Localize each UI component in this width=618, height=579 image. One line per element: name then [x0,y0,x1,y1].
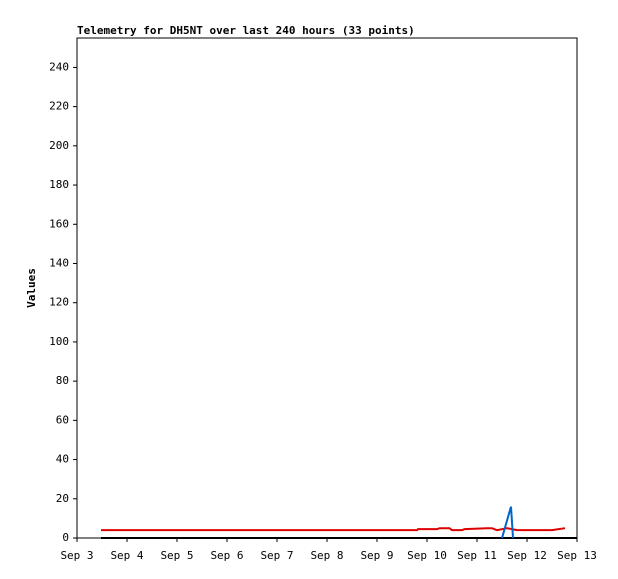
y-tick-label: 100 [49,335,69,348]
y-tick-label: 180 [49,178,69,191]
x-tick-label: Sep 12 [507,549,547,562]
plot-frame [76,37,578,539]
x-tick-label: Sep 13 [557,549,597,562]
y-tick-label: 200 [49,139,69,152]
x-tick-label: Sep 6 [210,549,243,562]
x-tick-label: Sep 11 [457,549,497,562]
series-line [101,527,566,532]
y-tick-label: 0 [62,531,69,544]
y-tick-label: 80 [56,374,69,387]
x-tick-label: Sep 4 [110,549,143,562]
y-tick-label: 120 [49,296,69,309]
x-tick-label: Sep 7 [260,549,293,562]
y-axis-label: Values [25,268,38,308]
y-tick-label: 160 [49,217,69,230]
x-tick-label: Sep 9 [360,549,393,562]
y-tick-label: 240 [49,60,69,73]
x-tick-label: Sep 5 [160,549,193,562]
series-line [501,506,514,539]
y-tick-label: 20 [56,492,69,505]
x-tick-label: Sep 8 [310,549,343,562]
y-tick-label: 40 [56,453,69,466]
x-tick-label: Sep 10 [407,549,447,562]
y-tick-label: 220 [49,100,69,113]
y-tick-label: 60 [56,413,69,426]
x-tick-label: Sep 3 [60,549,93,562]
chart-title: Telemetry for DH5NT over last 240 hours … [77,24,415,37]
y-tick-label: 140 [49,256,69,269]
